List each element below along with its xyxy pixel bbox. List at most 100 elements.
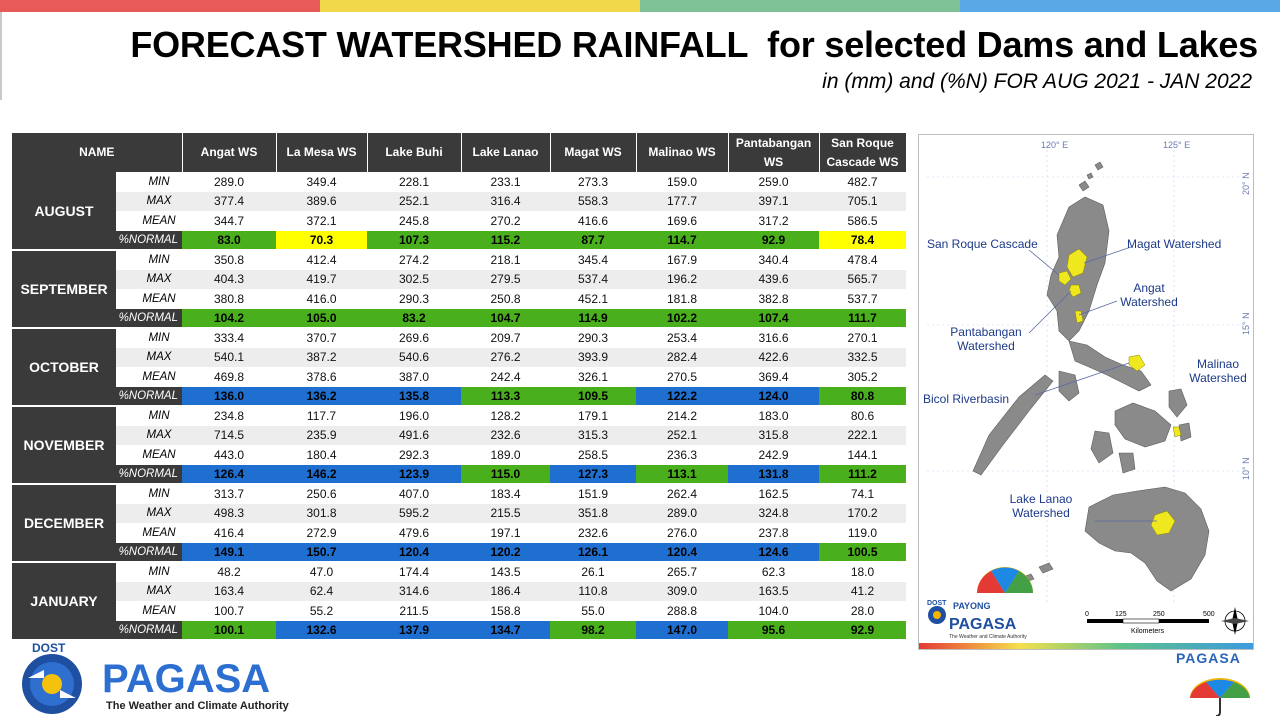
value-cell: 196.2 [636,269,728,289]
normal-cell: 107.4 [728,308,819,329]
scale-segment [1159,619,1209,623]
normal-cell: 114.9 [550,308,636,329]
value-cell: 48.2 [217,565,241,580]
normal-cell: 123.9 [367,464,461,485]
value-cell: 232.6 [577,525,609,540]
leader-san-roque [1028,249,1060,276]
table-row: NOVEMBER MIN 234.8 117.7 196.0 128.2 179.1 214.… [12,406,906,485]
value-cell: 349.4 [306,174,337,189]
value-cell: 315.3 [550,425,636,445]
scale-tick: 0 [1085,611,1089,618]
normal-cell: 147.0 [636,620,728,641]
table-row: SEPTEMBER MIN 350.8 412.4 274.2 218.1 345.4 167… [12,250,906,329]
value-cell: 482.7 [847,174,878,189]
normal-cell: 83.0 [182,230,276,251]
value-cell: 62.4 [276,581,367,601]
normal-cell: 136.2 [276,386,367,407]
table-row: DECEMBER MIN 313.7 250.6 407.0 183.4 151.9 262.… [12,484,906,563]
value-cell: 55.2 [309,603,334,618]
value-cell: 186.4 [461,581,550,601]
value-cell: 179.1 [577,409,609,424]
value-cell: 252.1 [367,191,461,211]
value-cell: 344.7 [213,213,245,228]
watershed-magat [1066,248,1088,278]
value-cell: 314.6 [367,581,461,601]
normal-cell: 127.3 [550,464,636,485]
value-cell: 595.2 [367,503,461,523]
value-cell: 262.4 [666,487,698,502]
row-label: MAX [116,425,182,445]
value-cell: 233.1 [490,174,521,189]
value-cell: 370.7 [306,331,337,346]
island-palawan [972,374,1054,476]
table-row: MAX 540.1 387.2 540.6 276.2 393.9 282.4 422.6 33… [12,347,906,367]
value-cell: 235.9 [276,425,367,445]
value-cell: 265.7 [666,565,698,580]
table-row: MEAN 416.4 272.9 479.6 197.1 232.6 276.0 237.8 1… [12,523,906,543]
normal-cell: 83.2 [367,308,461,329]
normal-cell: 120.4 [367,542,461,563]
table-row: MAX 498.3 301.8 595.2 215.5 351.8 289.0 324.8 17… [12,503,906,523]
value-cell: 222.1 [819,425,906,445]
table-row: JANUARY MIN 48.2 47.0 174.4 143.5 26.1 265.7 62.… [12,562,906,641]
normal-cell: 115.0 [461,464,550,485]
normal-cell: 98.2 [550,620,636,641]
value-cell: 228.1 [398,174,430,189]
value-cell: 452.1 [577,291,609,306]
table-row: MAX 163.4 62.4 314.6 186.4 110.8 309.0 163.5 41.… [12,581,906,601]
leader-magat [1083,246,1132,264]
normal-cell: 105.0 [276,308,367,329]
value-cell: 714.5 [182,425,276,445]
value-cell: 258.5 [577,447,609,462]
value-cell: 209.7 [490,331,521,346]
normal-cell: 92.9 [728,230,819,251]
normal-cell: 126.4 [182,464,276,485]
lon-label: 125° E [1163,140,1190,150]
value-cell: 478.4 [847,253,878,268]
label-malinao-line2: Watershed [1189,371,1247,385]
value-cell: 316.6 [758,331,789,346]
value-cell: 380.8 [213,291,245,306]
column-header: Angat WS [182,133,277,172]
normal-cell: 135.8 [367,386,461,407]
value-cell: 163.5 [728,581,819,601]
value-cell: 167.9 [666,253,698,268]
value-cell: 158.8 [490,603,521,618]
island-luzon-south [1068,340,1152,392]
leader-bicol [1034,362,1130,396]
normal-row: %NORMAL 100.1 132.6 137.9 134.7 98.2 147.0 95.6… [12,620,906,641]
lon-label: 120° E [1041,140,1068,150]
value-cell: 290.3 [577,331,609,346]
column-header: Magat WS [550,133,637,172]
value-cell: 333.4 [213,331,245,346]
label-angat: Angat Watershed [1117,281,1181,309]
value-cell: 407.0 [398,487,430,502]
value-cell: 269.6 [398,331,430,346]
value-cell: 128.2 [490,409,521,424]
value-cell: 234.8 [213,409,245,424]
island-mindanao [1084,486,1210,592]
color-top-bar [0,0,1280,12]
value-cell: 214.2 [666,409,698,424]
label-lake-lanao: Lake Lanao Watershed [1005,492,1077,520]
column-header: La Mesa WS [276,133,368,172]
value-cell: 369.4 [758,369,789,384]
table-row: OCTOBER MIN 333.4 370.7 269.6 209.7 290.3 253.4… [12,328,906,407]
value-cell: 292.3 [398,447,430,462]
value-cell: 317.2 [758,213,789,228]
value-cell: 270.5 [666,369,698,384]
north-arrow-icon [1221,607,1249,635]
logo-pagasa-text: PAGASA [949,616,1017,633]
value-cell: 250.6 [306,487,337,502]
value-cell: 276.0 [666,525,698,540]
value-cell: 540.6 [367,347,461,367]
row-label: MEAN [116,211,182,231]
value-cell: 169.6 [666,213,698,228]
value-cell: 498.3 [182,503,276,523]
table-row: MAX 714.5 235.9 491.6 232.6 315.3 252.1 315.8 22… [12,425,906,445]
row-label: MIN [116,406,182,426]
value-cell: 332.5 [819,347,906,367]
value-cell: 422.6 [728,347,819,367]
value-cell: 177.7 [636,191,728,211]
